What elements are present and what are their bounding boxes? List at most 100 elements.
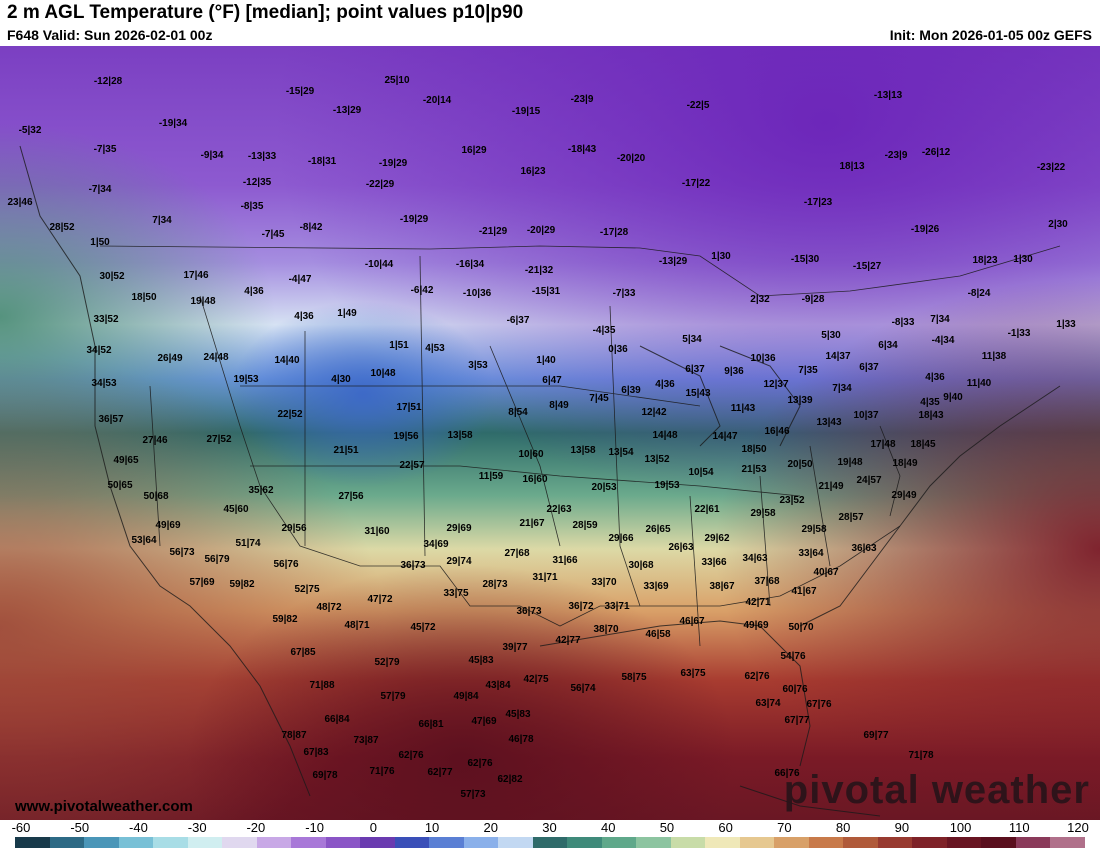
colorbar-tick-label: 30 <box>542 820 557 835</box>
point-value-label: 1|49 <box>337 308 357 319</box>
colorbar-tick-label: -20 <box>246 820 266 835</box>
point-value-label: 57|69 <box>189 577 215 588</box>
point-value-label: 78|87 <box>281 730 307 741</box>
point-value-label: 17|48 <box>870 439 896 450</box>
point-value-label: 67|85 <box>290 647 316 658</box>
colorbar-tick-label: 100 <box>949 820 972 835</box>
point-value-label: 10|54 <box>688 467 714 478</box>
point-value-label: 49|65 <box>113 455 139 466</box>
point-value-label: 36|57 <box>98 414 124 425</box>
point-value-label: 26|65 <box>645 524 671 535</box>
colorbar-segment <box>429 837 464 848</box>
point-value-label: 3|53 <box>468 360 488 371</box>
point-value-label: 16|29 <box>461 145 487 156</box>
point-value-label: 29|66 <box>608 533 634 544</box>
point-value-label: 38|67 <box>709 581 735 592</box>
colorbar-tick-label: -50 <box>70 820 90 835</box>
point-value-label: 20|53 <box>591 482 617 493</box>
point-value-label: -7|34 <box>88 184 112 195</box>
point-value-label: 13|43 <box>816 417 842 428</box>
temperature-map: -12|28 -15|29 25|10 -20|14 -23|9 -22|5 -13|13 -… <box>0 46 1100 820</box>
point-value-label: -8|33 <box>891 317 915 328</box>
point-value-label: 12|42 <box>641 407 667 418</box>
point-value-label: 56|74 <box>570 683 596 694</box>
point-value-label: -21|29 <box>478 226 508 237</box>
point-value-label: -17|28 <box>599 227 629 238</box>
colorbar-strip <box>15 837 1085 848</box>
colorbar-tick-label: 50 <box>659 820 675 835</box>
point-value-label: -5|32 <box>18 125 42 136</box>
point-value-label: 56|79 <box>204 554 230 565</box>
point-value-label: 10|37 <box>853 410 879 421</box>
point-value-label: 13|58 <box>570 445 596 456</box>
colorbar-segment <box>360 837 395 848</box>
point-value-label: 4|36 <box>655 379 675 390</box>
point-value-label: 26|63 <box>668 542 694 553</box>
colorbar-segment <box>187 837 223 848</box>
point-value-label: 36|73 <box>400 560 426 571</box>
point-value-label: 62|76 <box>744 671 770 682</box>
point-value-label: 53|64 <box>131 535 157 546</box>
point-value-label: 4|36 <box>294 311 314 322</box>
colorbar-segment <box>567 837 602 848</box>
point-value-label: 16|60 <box>522 474 548 485</box>
point-value-label: 26|49 <box>157 353 183 364</box>
colorbar-tick-label: 90 <box>894 820 910 835</box>
point-value-label: 66|84 <box>324 714 350 725</box>
point-value-label: 6|34 <box>878 340 898 351</box>
colorbar-segment <box>222 837 257 848</box>
point-value-label: 10|60 <box>518 449 544 460</box>
point-value-label: 5|30 <box>821 330 841 341</box>
colorbar-segment <box>394 837 430 848</box>
point-value-label: 11|43 <box>730 403 756 414</box>
colorbar-segment <box>739 837 775 848</box>
point-value-label: 21|49 <box>818 481 844 492</box>
point-value-label: 33|64 <box>798 548 824 559</box>
point-value-label: 50|70 <box>788 622 814 633</box>
point-value-label: 18|13 <box>839 161 865 172</box>
point-value-label: -15|31 <box>531 286 561 297</box>
point-value-label: -17|23 <box>803 197 833 208</box>
colorbar-tick-label: 40 <box>600 820 616 835</box>
point-value-label: 16|23 <box>520 166 546 177</box>
point-value-label: -12|28 <box>93 76 123 87</box>
point-value-label: 11|40 <box>966 378 992 389</box>
point-value-label: 73|87 <box>353 735 379 746</box>
point-value-label: 19|53 <box>233 374 259 385</box>
point-value-label: 49|84 <box>453 691 479 702</box>
point-value-label: -20|20 <box>616 153 646 164</box>
point-value-label: 30|52 <box>99 271 125 282</box>
point-value-label: 60|76 <box>782 684 808 695</box>
site-url[interactable]: www.pivotalweather.com <box>15 798 193 815</box>
point-value-label: 48|72 <box>316 602 342 613</box>
point-value-label: -20|29 <box>526 225 556 236</box>
point-value-label: 22|63 <box>546 504 572 515</box>
point-value-label: 31|60 <box>364 526 390 537</box>
point-value-label: 15|43 <box>685 388 711 399</box>
point-value-label: -18|43 <box>567 144 597 155</box>
colorbar-segment <box>498 837 533 848</box>
colorbar-segment <box>843 837 878 848</box>
point-value-label: 62|77 <box>427 767 453 778</box>
point-value-label: -4|47 <box>288 274 312 285</box>
point-value-label: 62|76 <box>467 758 493 769</box>
point-value-label: 36|73 <box>516 606 542 617</box>
point-value-label: -18|31 <box>307 156 337 167</box>
point-value-label: 0|36 <box>608 344 628 355</box>
point-value-label: 62|82 <box>497 774 523 785</box>
map-title: 2 m AGL Temperature (°F) [median]; point… <box>7 2 524 23</box>
point-value-label: 45|83 <box>505 709 531 720</box>
point-value-label: 21|67 <box>519 518 545 529</box>
point-value-label: 33|75 <box>443 588 469 599</box>
point-value-label: 40|67 <box>813 567 839 578</box>
point-value-label: 18|43 <box>918 410 944 421</box>
point-value-label: 27|68 <box>504 548 530 559</box>
point-value-label: 67|77 <box>784 715 810 726</box>
point-value-label: 16|46 <box>764 426 790 437</box>
point-value-label: -15|29 <box>285 86 315 97</box>
point-value-label: 27|56 <box>338 491 364 502</box>
point-value-label: 63|75 <box>680 668 706 679</box>
point-value-label: 22|52 <box>277 409 303 420</box>
point-value-label: 19|56 <box>393 431 419 442</box>
point-value-label: 17|51 <box>396 402 422 413</box>
